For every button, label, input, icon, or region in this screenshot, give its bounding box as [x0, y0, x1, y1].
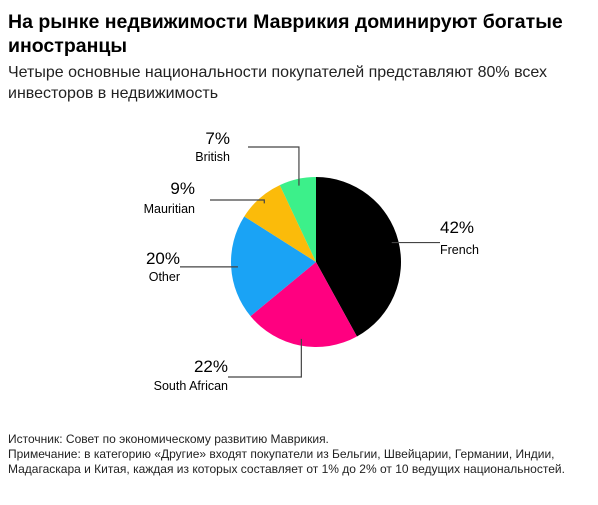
- slice-category-label: Mauritian: [144, 202, 195, 216]
- source-note: Источник: Совет по экономическому развит…: [8, 432, 329, 446]
- pie-slice-french: [316, 177, 402, 337]
- pie-slice-south-african: [250, 262, 357, 347]
- pie-slice-other: [231, 216, 316, 317]
- slice-percent-label: 20%: [146, 249, 180, 268]
- slice-category-label: British: [195, 150, 230, 164]
- footnotes: Источник: Совет по экономическому развит…: [8, 432, 593, 477]
- slice-category-label: South African: [154, 379, 228, 393]
- leader-line: [210, 199, 265, 204]
- leader-line: [248, 146, 300, 186]
- leader-line: [228, 338, 302, 378]
- pie-slice-mauritian: [244, 185, 316, 262]
- pie-slice-british: [279, 177, 316, 262]
- slice-percent-label: 42%: [440, 218, 474, 237]
- category-note: Примечание: в категорию «Другие» входят …: [8, 447, 565, 476]
- slice-percent-label: 7%: [205, 129, 230, 148]
- pie-chart: 42% French 22% South African 20% Other 9% Mauri…: [144, 129, 479, 393]
- slice-percent-label: 22%: [194, 357, 228, 376]
- chart-title: На рынке недвижимости Маврикия доминирую…: [8, 11, 563, 57]
- slice-category-label: Other: [149, 270, 180, 284]
- chart-subtitle: Четыре основные национальности покупател…: [8, 64, 547, 102]
- slice-category-label: French: [440, 243, 479, 257]
- slice-percent-label: 9%: [170, 179, 195, 198]
